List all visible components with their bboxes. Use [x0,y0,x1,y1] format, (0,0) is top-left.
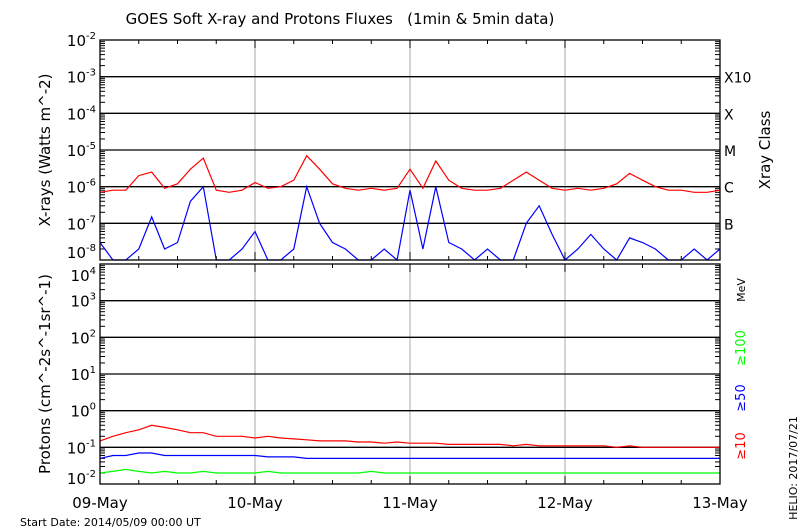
y-tick-label: 10-1 [67,438,96,457]
y-tick-label: 104 [71,266,96,285]
xray-series-0 [99,154,721,193]
credit: HELIO: 2017/07/21 [787,416,800,520]
y-tick-label: 10-5 [67,141,96,160]
x-tick-label: 10-May [227,494,283,512]
xray-class-tick: M [724,144,736,160]
y-tick-label: 10-4 [67,104,96,123]
xray-ylabel: X-rays (Watts m^-2) [36,73,54,226]
xray-class-label: Xray Class [756,110,774,189]
proton-series-1 [99,452,720,459]
proton-ylabel: Protons (cm^-2s^-1sr^-1) [36,274,54,474]
x-tick-label: 09-May [72,494,128,512]
legend-100: ≥100 [734,330,749,366]
y-tick-label: 10-2 [67,31,96,50]
chart-title: GOES Soft X-ray and Protons Fluxes (1min… [126,10,555,28]
x-tick-label: 12-May [537,494,593,512]
xray-class-tick: X10 [724,71,751,87]
y-tick-label: 10-7 [67,214,96,233]
start-date: Start Date: 2014/05/09 00:00 UT [20,516,201,529]
proton-series-0 [99,424,720,448]
xray-plot-frame [99,39,721,261]
proton-plot-frame [99,263,721,485]
xray-class-tick: C [724,181,734,197]
mev-label: MeV [735,278,748,302]
legend-50: ≥50 [734,384,749,411]
y-tick-label: 100 [71,402,96,421]
y-tick-label: 102 [71,328,96,347]
x-tick-label: 13-May [692,494,748,512]
proton-series-2 [99,468,720,474]
y-tick-label: 10-2 [67,469,96,488]
y-tick-label: 103 [71,292,96,311]
y-tick-label: 10-3 [67,68,96,87]
y-tick-label: 10-8 [67,243,96,262]
y-tick-label: 10-6 [67,178,96,197]
xray-class-tick: X [724,107,734,123]
y-tick-label: 101 [71,365,96,384]
legend-10: ≥10 [734,432,749,459]
xray-class-tick: B [724,217,734,233]
x-tick-label: 11-May [382,494,438,512]
